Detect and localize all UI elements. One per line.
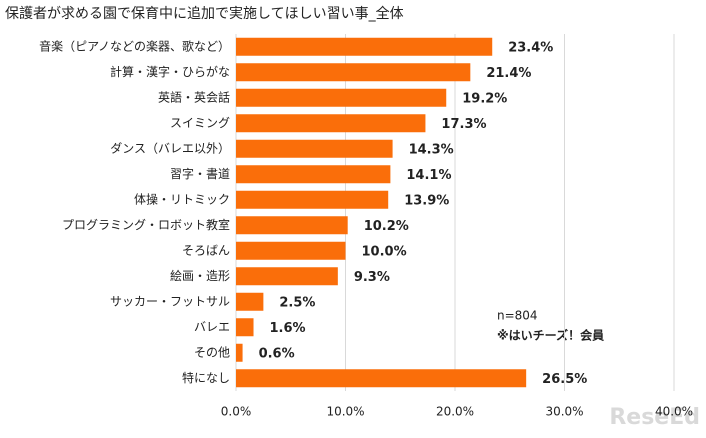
data-label: 13.9% (404, 193, 449, 208)
y-tick-label: 英語・英会話 (158, 89, 230, 104)
bar (236, 292, 264, 311)
y-tick-label: スイミング (170, 116, 230, 130)
annotation: ※はいチーズ！会員 (497, 328, 604, 343)
data-label: 17.3% (441, 117, 486, 132)
x-tick-label: 0.0% (221, 405, 252, 419)
watermark: ReseEd (609, 405, 700, 430)
bar (236, 63, 471, 82)
data-label: 14.1% (406, 168, 451, 183)
y-tick-label: バレエ (194, 320, 230, 334)
data-label: 14.3% (409, 142, 454, 157)
y-tick-label: 習字・書道 (170, 166, 230, 181)
y-tick-label: その他 (194, 345, 230, 359)
y-tick-label: サッカー・フットサル (110, 294, 230, 308)
data-label: 26.5% (542, 372, 587, 387)
bar (236, 216, 348, 235)
bar (236, 190, 389, 209)
data-label: 23.4% (508, 40, 553, 55)
data-label: 2.5% (279, 295, 315, 310)
bar (236, 88, 447, 107)
y-tick-label: 特になし (182, 370, 230, 385)
annotation: n=804 (497, 309, 538, 323)
x-tick-label: 20.0% (436, 405, 474, 419)
x-tick-label: 30.0% (545, 405, 583, 419)
data-label: 1.6% (270, 321, 306, 336)
data-label: 10.2% (364, 219, 409, 234)
bar (236, 267, 338, 286)
data-label: 10.0% (362, 244, 407, 259)
bar (236, 369, 527, 388)
y-tick-label: そろばん (182, 243, 230, 257)
y-tick-label: 計算・漢字・ひらがな (110, 64, 230, 79)
x-tick-label: 10.0% (326, 405, 364, 419)
x-tick-label: 40.0% (655, 405, 693, 419)
bar (236, 318, 254, 337)
bar (236, 114, 426, 133)
bar (236, 139, 393, 158)
data-label: 19.2% (462, 91, 507, 106)
bar (236, 165, 391, 184)
chart-title: 保護者が求める園で保育中に追加で実施してほしい習い事_全体 (5, 5, 404, 22)
bar (236, 37, 493, 56)
data-label: 0.6% (259, 346, 295, 361)
y-tick-label: ダンス（バレエ以外） (110, 140, 230, 155)
y-tick-label: 音楽（ピアノなどの楽器、歌など） (39, 38, 230, 53)
bar (236, 241, 346, 260)
bar (236, 343, 243, 362)
y-tick-label: プログラミング・ロボット教室 (62, 217, 230, 232)
data-label: 9.3% (354, 270, 390, 285)
y-tick-label: 絵画・造形 (170, 268, 230, 283)
y-tick-label: 体操・リトミック (134, 191, 230, 206)
data-label: 21.4% (486, 66, 531, 81)
